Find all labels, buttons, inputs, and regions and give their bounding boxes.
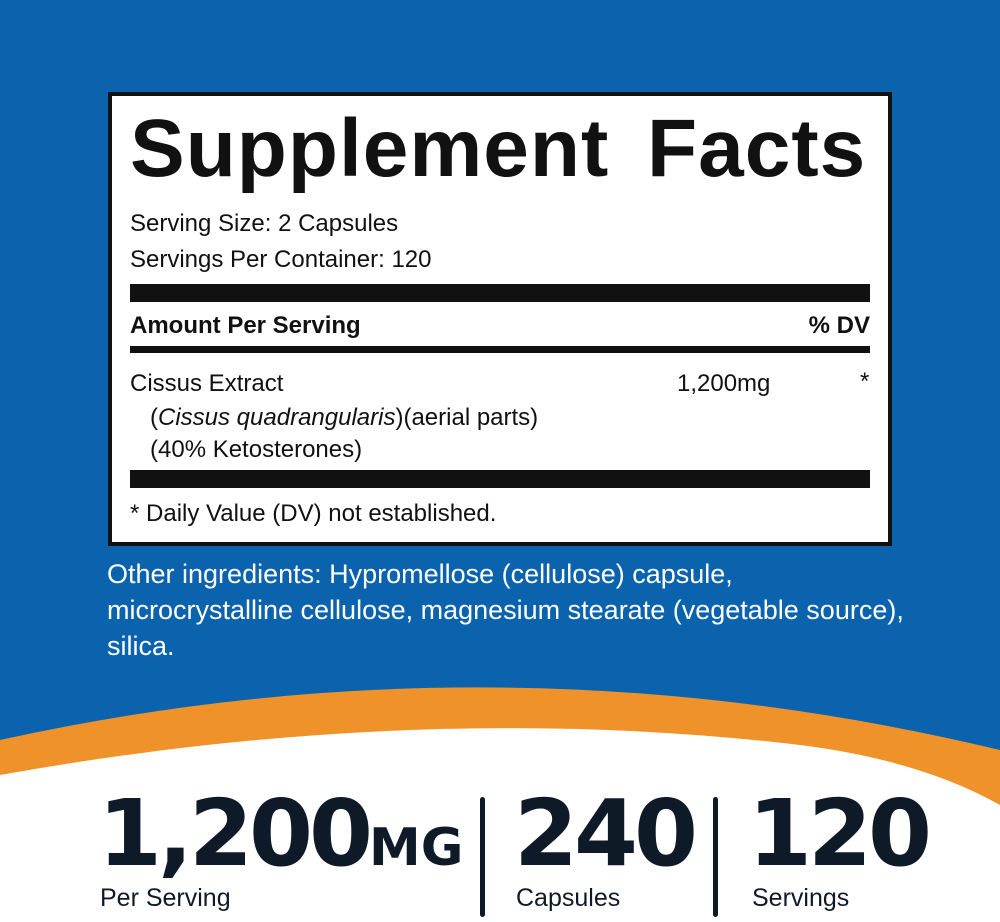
ingredient-dv: *: [860, 368, 870, 395]
ingredient-standardization: (40% Ketosterones): [150, 436, 363, 463]
supplement-facts-panel: Supplement Facts Serving Size: 2 Capsule…: [108, 92, 892, 546]
stat-divider: [480, 797, 485, 917]
thick-divider: [130, 284, 870, 302]
thick-divider: [130, 470, 870, 488]
stat-capsules-value: 240: [514, 780, 698, 887]
white-wave: [0, 728, 1000, 922]
mg-unit: MG: [369, 818, 464, 878]
paren: (: [150, 404, 158, 431]
stat-capsules-label: Capsules: [516, 884, 621, 912]
stat-servings-label: Servings: [752, 884, 850, 912]
amount-per-serving-header: Amount Per Serving: [130, 312, 361, 339]
thin-divider: [130, 346, 870, 353]
latin-name: Cissus quadrangularis: [158, 404, 396, 431]
ingredient-amount: 1,200mg: [677, 370, 771, 397]
ingredient-name: Cissus Extract: [130, 370, 284, 397]
stat-servings-value: 120: [748, 780, 932, 887]
facts-title: Supplement Facts: [130, 103, 867, 194]
mg-number: 1,200: [98, 780, 373, 887]
stat-divider: [713, 797, 718, 917]
ingredient-latin-line: (Cissus quadrangularis)(aerial parts): [150, 404, 538, 432]
other-ingredients: Other ingredients: Hypromellose (cellulo…: [107, 559, 904, 661]
dv-header: % DV: [808, 312, 870, 339]
plant-part: (aerial parts): [403, 404, 539, 431]
servings-per-container: Servings Per Container: 120: [130, 246, 432, 273]
serving-size: Serving Size: 2 Capsules: [130, 210, 399, 237]
footnote: * Daily Value (DV) not established.: [130, 500, 497, 527]
paren: ): [395, 404, 404, 431]
stat-mg-value: 1,200MG: [98, 780, 463, 887]
stat-mg-label: Per Serving: [100, 884, 231, 912]
